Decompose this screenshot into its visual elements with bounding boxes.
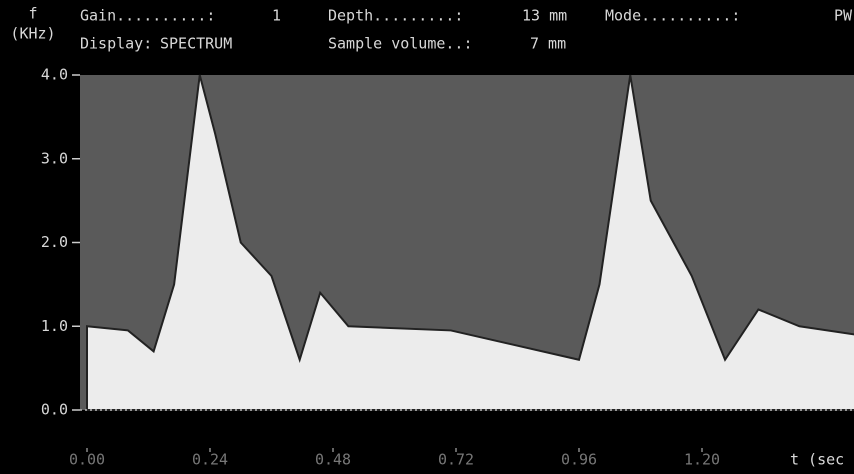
spectrum-area: [86, 74, 854, 411]
depth-label: Depth.........:: [328, 7, 463, 25]
sample-value: 7 mm: [530, 35, 566, 53]
x-tick-label: 0.00: [69, 451, 105, 469]
x-tick-label: 0.72: [438, 451, 474, 469]
gain-label: Gain..........:: [80, 7, 215, 25]
y-tick-label: 4.0: [41, 66, 68, 84]
y-tick-label: 3.0: [41, 149, 68, 167]
gain-value: 1: [272, 7, 281, 25]
y-unit: (KHz): [10, 25, 55, 43]
y-tick-label: 0.0: [41, 401, 68, 419]
x-label: t (sec: [790, 451, 844, 469]
display-value: SPECTRUM: [160, 35, 232, 53]
y-tick-label: 2.0: [41, 233, 68, 251]
depth-value: 13 mm: [522, 7, 567, 25]
x-tick-label: 0.96: [561, 451, 597, 469]
display-label: Display:: [80, 35, 152, 53]
x-tick-label: 0.24: [192, 451, 228, 469]
y-label: f: [28, 5, 37, 23]
sample-label: Sample volume..:: [328, 35, 473, 53]
x-tick-label: 1.20: [684, 451, 720, 469]
x-tick-label: 0.48: [315, 451, 351, 469]
mode-label: Mode..........:: [605, 7, 740, 25]
y-tick-label: 1.0: [41, 317, 68, 335]
mode-value: PW: [834, 7, 853, 25]
plot: 0.0 1.0 2.0 3.0 4.0 0.00 0.24 0.48 0.72 0.96 1.20: [41, 66, 854, 469]
